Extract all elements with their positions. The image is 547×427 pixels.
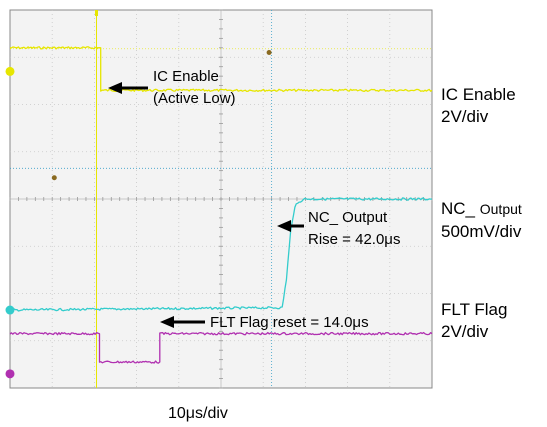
flt-flag-label: FLT Flag [441, 300, 508, 319]
trigger-dot-top [266, 50, 272, 56]
trace-layer [9, 46, 433, 364]
ic-enable-annotation-line2: (Active Low) [153, 90, 236, 107]
channel-marker-nc_output [5, 305, 15, 315]
trace-ic_enable [9, 46, 433, 93]
ic-enable-label: IC Enable [441, 85, 516, 104]
trigger-dot-mid [51, 175, 57, 181]
channel-marker-ic_enable [5, 66, 15, 76]
ic-enable-scale: 2V/div [441, 107, 489, 126]
arrow-flt-flag-head [160, 316, 174, 328]
ic-enable-annotation-line1: IC Enable [153, 68, 219, 85]
nc-output-annotation-line1: NC_ Output [308, 209, 388, 226]
arrow-nc-output-head [277, 220, 291, 232]
scope-cursors [10, 10, 432, 388]
channel-marker-flt_flag [5, 369, 15, 379]
x-scale-label: 10μs/div [168, 405, 228, 422]
trace-flt_flag [9, 331, 433, 364]
nc-output-scale: 500mV/div [441, 222, 522, 241]
arrow-ic-enable-head [108, 82, 122, 94]
channel-markers [5, 10, 272, 379]
annotation-arrows [108, 82, 304, 328]
trace-nc_output [9, 197, 433, 312]
nc-output-label-main: NC_ [441, 199, 476, 218]
flt-flag-scale: 2V/div [441, 322, 489, 341]
nc-output-label-sub: Output [479, 201, 522, 217]
nc-output-annotation-line2: Rise = 42.0μs [308, 231, 401, 248]
nc-output-label: NC_ Output [441, 198, 522, 220]
flt-flag-annotation: FLT Flag reset = 14.0μs [210, 314, 369, 331]
